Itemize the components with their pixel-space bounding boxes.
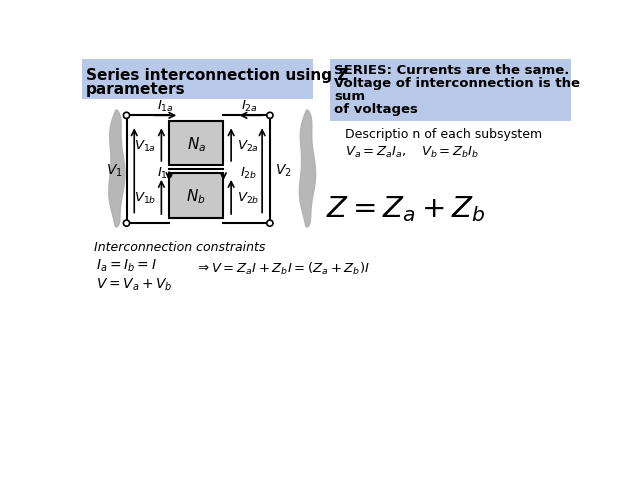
Text: $N_b$: $N_b$: [186, 188, 206, 206]
Polygon shape: [109, 110, 125, 227]
Text: parameters: parameters: [86, 82, 186, 97]
Bar: [81, 59, 312, 99]
Text: Series interconnection using Z: Series interconnection using Z: [86, 68, 348, 84]
Bar: [169, 121, 223, 166]
Text: $V_2$: $V_2$: [275, 163, 292, 179]
Text: $V_1$: $V_1$: [106, 163, 123, 179]
Bar: [330, 59, 572, 121]
Text: $V_a = Z_a I_a,\quad V_b = Z_b I_b$: $V_a = Z_a I_a,\quad V_b = Z_b I_b$: [345, 145, 479, 160]
Circle shape: [267, 220, 273, 226]
Text: $V = V_a + V_b$: $V = V_a + V_b$: [95, 276, 172, 293]
Text: sum: sum: [334, 90, 365, 103]
Text: Voltage of interconnection is the: Voltage of interconnection is the: [334, 77, 580, 90]
Text: $V_{2b}$: $V_{2b}$: [237, 191, 259, 206]
Text: $V_{1b}$: $V_{1b}$: [134, 191, 156, 206]
Text: SERIES: Currents are the same.: SERIES: Currents are the same.: [334, 64, 570, 77]
Circle shape: [267, 112, 273, 119]
Text: Descriptio n of each subsystem: Descriptio n of each subsystem: [345, 129, 542, 142]
Text: $V_{2a}$: $V_{2a}$: [237, 139, 259, 154]
Text: $Z = Z_a + Z_b$: $Z = Z_a + Z_b$: [326, 195, 485, 225]
Text: $N_a$: $N_a$: [187, 135, 206, 154]
Text: $V_{1a}$: $V_{1a}$: [134, 139, 156, 154]
Text: $I_{1b}$: $I_{1b}$: [157, 166, 174, 180]
Text: $I_{2b}$: $I_{2b}$: [241, 166, 257, 180]
Text: $I_{2a}$: $I_{2a}$: [241, 98, 257, 114]
Circle shape: [124, 220, 129, 226]
Text: $\Rightarrow V = Z_a I + Z_b I = (Z_a + Z_b)I$: $\Rightarrow V = Z_a I + Z_b I = (Z_a + …: [195, 261, 370, 277]
Text: Interconnection constraints: Interconnection constraints: [94, 241, 266, 254]
Polygon shape: [300, 110, 316, 227]
Bar: [169, 173, 223, 218]
Text: $I_{1a}$: $I_{1a}$: [157, 98, 173, 114]
Text: $I_a = I_b = I$: $I_a = I_b = I$: [95, 258, 156, 274]
Text: of voltages: of voltages: [334, 103, 418, 116]
Circle shape: [124, 112, 129, 119]
